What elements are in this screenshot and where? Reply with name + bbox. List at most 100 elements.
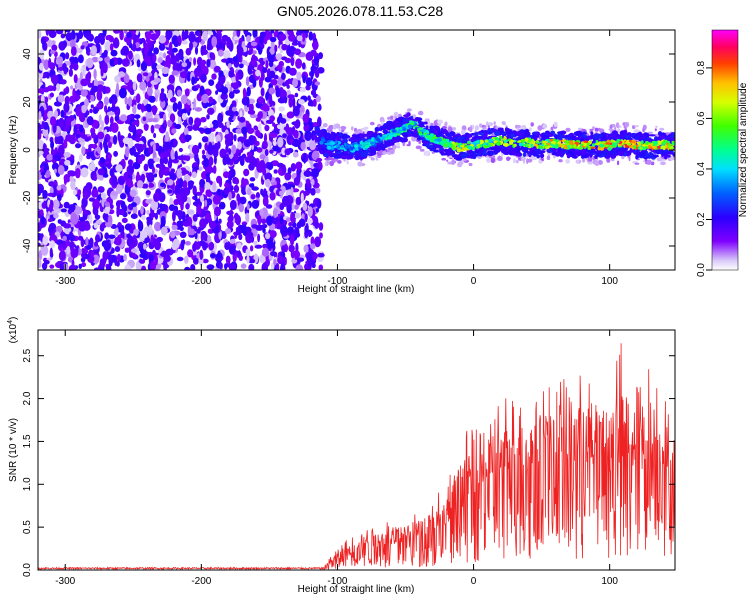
heatmap-noise-cell	[304, 225, 309, 234]
heatmap-noise-cell	[312, 98, 317, 107]
heatmap-band-cell	[470, 153, 478, 158]
heatmap-noise-cell	[104, 206, 111, 212]
heatmap-noise-cell	[150, 124, 155, 134]
heatmap-noise-cell	[139, 258, 143, 264]
heatmap-band-cell	[422, 121, 428, 125]
heatmap-noise-cell	[284, 172, 292, 181]
heatmap-noise-cell	[228, 91, 235, 99]
heatmap-noise-cell	[161, 66, 170, 75]
heatmap-noise-cell	[77, 54, 84, 64]
heatmap-noise-cell	[302, 113, 310, 124]
heatmap-noise-cell	[184, 88, 190, 97]
heatmap-noise-cell	[181, 113, 187, 121]
heatmap-noise-cell	[99, 34, 106, 46]
heatmap-noise-cell	[38, 139, 45, 149]
heatmap-noise-cell	[163, 156, 169, 165]
heatmap-halo-cell	[542, 123, 548, 129]
heatmap-noise-cell	[146, 172, 155, 183]
heatmap-band-cell	[433, 129, 439, 135]
heatmap-halo-cell	[490, 157, 496, 164]
heatmap-noise-cell	[106, 111, 115, 116]
heatmap-noise-cell	[94, 214, 101, 220]
heatmap-band-cell	[511, 131, 516, 134]
heatmap-band-cell	[478, 132, 484, 136]
heatmap-noise-cell	[289, 67, 297, 76]
heatmap-noise-cell	[126, 237, 135, 247]
heatmap-noise-cell	[188, 32, 196, 43]
heatmap-band-cell	[618, 134, 624, 139]
heatmap-noise-cell	[277, 255, 285, 265]
heatmap-noise-cell	[194, 232, 198, 240]
heatmap-halo-cell	[424, 150, 430, 156]
heatmap-noise-cell	[281, 245, 287, 253]
heatmap-halo-cell	[448, 126, 453, 133]
heatmap-noise-cell	[310, 188, 316, 196]
heatmap-noise-cell	[255, 117, 261, 122]
heatmap-noise-cell	[104, 201, 110, 207]
heatmap-halo-cell	[339, 127, 342, 133]
heatmap-noise-cell	[198, 142, 202, 150]
heatmap-noise-cell	[63, 90, 67, 95]
heatmap-band-cell	[582, 155, 589, 158]
heatmap-noise-cell	[143, 163, 149, 172]
heatmap-noise-cell	[268, 70, 276, 79]
heatmap-noise-cell	[203, 127, 212, 135]
heatmap-noise-cell	[158, 192, 166, 203]
heatmap-noise-cell	[264, 76, 272, 83]
heatmap-noise-cell	[42, 127, 49, 137]
heatmap-band-cell	[417, 136, 422, 141]
heatmap-band-cell	[342, 137, 347, 144]
heatmap-band-cell	[359, 133, 365, 139]
heatmap-noise-cell	[124, 146, 130, 158]
heatmap-noise-cell	[269, 230, 277, 239]
heatmap-noise-cell	[147, 182, 155, 188]
heatmap-band-cell	[540, 152, 544, 158]
heatmap-noise-cell	[293, 212, 301, 219]
heatmap-halo-cell	[634, 162, 640, 165]
heatmap-noise-cell	[101, 52, 108, 58]
heatmap-noise-cell	[119, 30, 124, 41]
heatmap-noise-cell	[171, 36, 175, 45]
heatmap-halo-cell	[418, 110, 424, 116]
heatmap-noise-cell	[218, 262, 223, 270]
heatmap-noise-cell	[194, 193, 198, 202]
heatmap-noise-cell	[304, 186, 309, 192]
heatmap-noise-cell	[172, 102, 178, 113]
heatmap-noise-cell	[56, 135, 64, 145]
heatmap-noise-cell	[257, 233, 261, 243]
heatmap-halo-cell	[669, 156, 674, 161]
heatmap-noise-cell	[49, 247, 53, 258]
heatmap-noise-cell	[199, 249, 204, 260]
heatmap-noise-cell	[294, 250, 298, 260]
heatmap-noise-cell	[262, 195, 269, 207]
heatmap-noise-cell	[278, 112, 283, 122]
heatmap-noise-cell	[150, 234, 155, 245]
heatmap-noise-cell	[273, 169, 278, 174]
heatmap-noise-cell	[280, 263, 286, 270]
heatmap-halo-cell	[382, 151, 387, 155]
heatmap-noise-cell	[200, 194, 204, 203]
heatmap-noise-cell	[68, 170, 77, 177]
heatmap-band-cell	[638, 138, 643, 142]
heatmap-noise-cell	[99, 186, 104, 191]
heatmap-noise-cell	[221, 34, 229, 42]
heatmap-noise-cell	[174, 208, 179, 216]
heatmap-noise-cell	[269, 36, 277, 43]
heatmap-noise-cell	[295, 196, 302, 206]
heatmap-noise-cell	[319, 232, 323, 239]
heatmap-noise-cell	[270, 30, 275, 34]
heatmap-noise-cell	[132, 81, 137, 91]
heatmap-noise-cell	[203, 157, 210, 168]
heatmap-noise-cell	[100, 192, 107, 200]
heatmap-noise-cell	[284, 57, 292, 64]
heatmap-noise-cell	[97, 131, 105, 140]
heatmap-band-cell	[406, 131, 411, 135]
heatmap-noise-cell	[46, 73, 50, 79]
heatmap-noise-cell	[232, 251, 237, 263]
heatmap-noise-cell	[292, 151, 299, 158]
heatmap-halo-cell	[576, 159, 579, 165]
heatmap-noise-cell	[104, 105, 108, 113]
heatmap-noise-cell	[123, 254, 127, 262]
heatmap-noise-cell	[226, 120, 230, 128]
heatmap-halo-cell	[326, 127, 333, 133]
